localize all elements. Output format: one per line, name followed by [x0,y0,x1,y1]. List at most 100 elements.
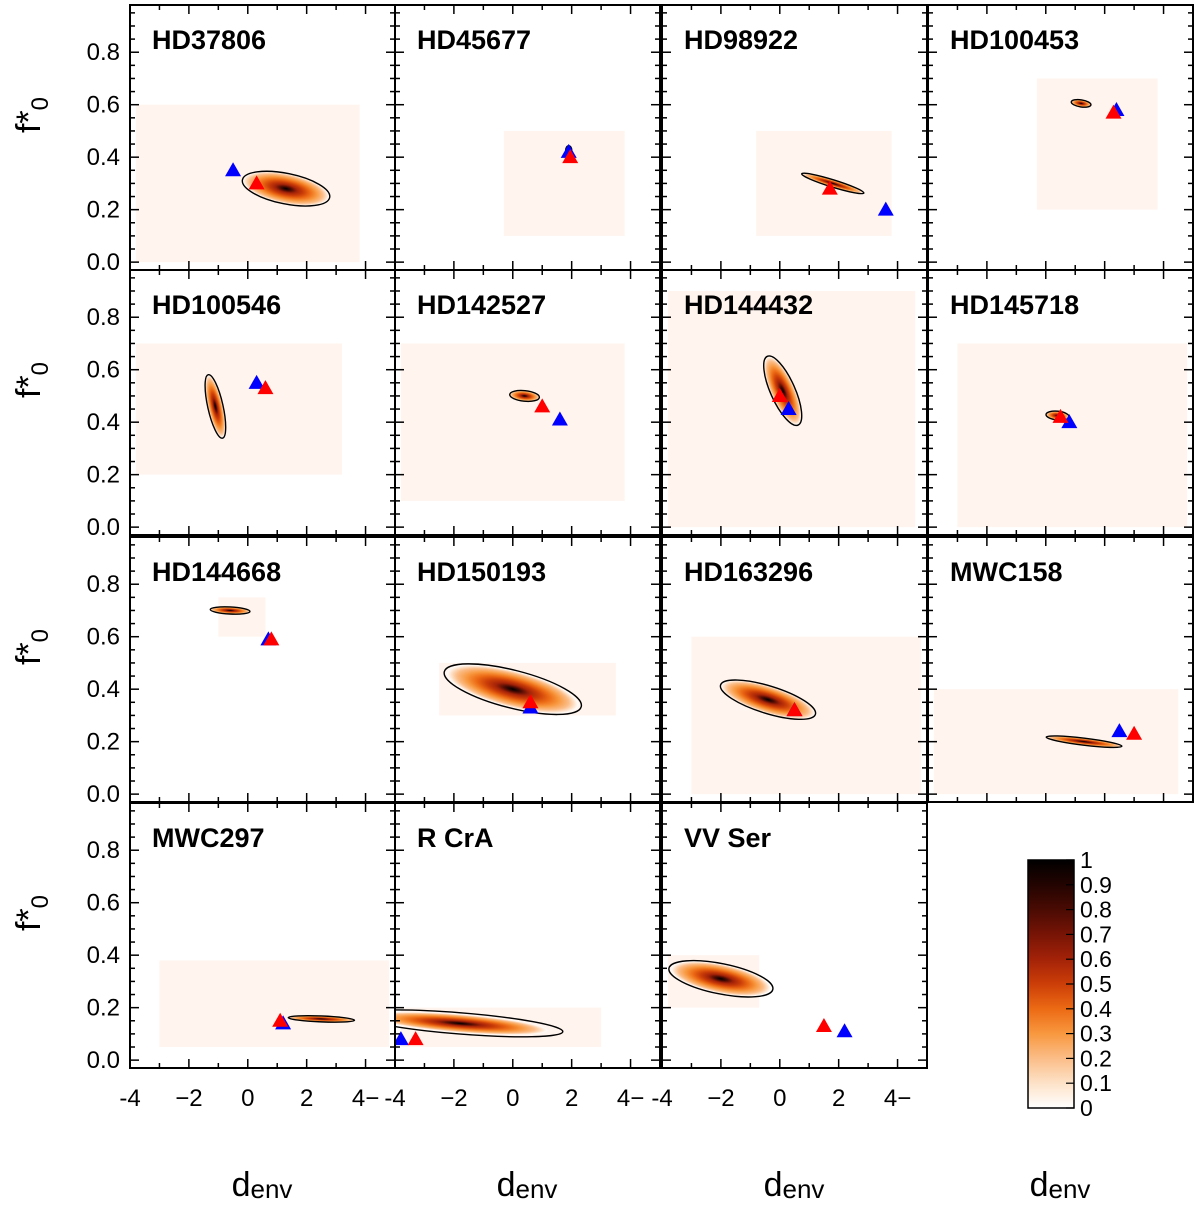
x-tick-label: 0 [506,1085,519,1112]
confidence-contour [209,606,251,615]
x-tick-label: −2 [440,1085,467,1112]
y-tick-label: 0.0 [87,1047,120,1074]
x-axis-title: denv [497,1166,558,1204]
panel-vv-ser: VV Ser -4 −2 0 2 4− [651,802,928,1112]
grid-background [159,960,390,1048]
panel-mwc297: MWC297 0.0 0.2 0.4 0.6 0.8 f*0 -4 −2 0 2 4− [10,802,396,1112]
y-tick-label: 0.2 [87,462,120,489]
blue-triangle-marker [551,411,568,426]
colorbar-tick-label: 0.7 [1080,921,1112,947]
y-axis-title: f*0 [10,629,54,665]
grid-background [218,597,266,637]
red-triangle-marker [786,702,803,717]
confidence-contour [1070,98,1092,108]
panel-frame [927,269,1194,536]
blue-triangle-marker [1061,414,1078,429]
y-tick-label: 0.8 [87,837,120,864]
colorbar: 00.10.20.30.40.50.60.70.80.91 [1027,847,1112,1121]
y-tick-label: 0.6 [87,92,120,119]
blue-triangle-marker [395,1031,409,1046]
red-triangle-marker [534,398,551,413]
grid-background [1036,78,1158,210]
confidence-contour [443,663,583,716]
colorbar-tick-label: 0.1 [1080,1070,1112,1096]
colorbar-tick-label: 0.2 [1080,1045,1112,1071]
panel-hd37806: HD37806 0.0 0.2 0.4 0.6 0.8 f*0 [10,4,396,276]
red-triangle-marker [248,175,265,190]
blue-triangle-marker [877,201,894,216]
red-triangle-marker [1126,725,1143,740]
panel-label: HD144668 [152,557,281,587]
red-triangle-marker [257,380,274,395]
panel-label: HD150193 [417,557,546,587]
x-tick-label: 2 [300,1085,313,1112]
colorbar-tick-label: 0.6 [1080,946,1112,972]
y-tick-label: 0.4 [87,409,120,436]
grid-background [957,343,1188,528]
colorbar-tick-label: 0 [1080,1095,1093,1121]
panel-hd163296: HD163296 [661,536,928,803]
panel-label: R CrA [417,823,494,853]
blue-triangle-marker [836,1023,853,1038]
y-tick-label: 0.8 [87,39,120,66]
x-tick-label: -4 [119,1085,140,1112]
red-triangle-marker [1105,104,1122,119]
confidence-contour [241,170,331,207]
blue-triangle-marker [225,162,242,177]
panel-label: HD45677 [417,25,531,55]
confidence-contour [668,959,774,998]
x-axis-title: denv [232,1166,293,1204]
red-triangle-marker [562,149,579,164]
red-triangle-marker [272,1012,289,1027]
panel-label: HD145718 [950,290,1079,320]
y-tick-label: 0.0 [87,781,120,808]
y-tick-label: 0.6 [87,890,120,917]
x-tick-label: 0 [773,1085,786,1112]
panel-frame [394,802,661,1069]
colorbar-tick-label: 0.8 [1080,897,1112,923]
y-tick-label: 0.0 [87,514,120,541]
panel-label: HD98922 [684,25,798,55]
grid-background [933,689,1179,795]
colorbar-tick-label: 0.5 [1080,971,1112,997]
y-tick-label: 0.2 [87,995,120,1022]
panel-hd98922: HD98922 [661,4,928,271]
red-triangle-marker [771,387,788,402]
panel-label: HD142527 [417,290,546,320]
y-tick-label: 0.8 [87,304,120,331]
y-tick-label: 0.4 [87,676,120,703]
confidence-contour [719,679,817,721]
panel-hd45677: HD45677 [394,4,661,271]
x-tick-label: 4− [617,1085,644,1112]
red-triangle-marker [263,631,280,646]
panel-frame [927,536,1194,803]
probability-density [671,961,771,997]
panel-hd144668: HD144668 0.0 0.2 0.4 0.6 0.8 f*0 [10,536,396,808]
red-triangle-marker [815,1018,832,1033]
confidence-contour [395,1009,564,1038]
panel-label: VV Ser [684,823,772,853]
y-tick-label: 0.2 [87,197,120,224]
panel-mwc158: MWC158 [927,536,1194,803]
panel-hd150193: HD150193 [394,536,661,803]
y-tick-label: 0.4 [87,942,120,969]
panel-hd142527: HD142527 [394,269,661,536]
y-tick-label: 0.8 [87,571,120,598]
grid-background [400,343,625,501]
y-tick-label: 0.2 [87,729,120,756]
x-tick-label: −2 [175,1085,202,1112]
probability-density [802,173,864,194]
panel-hd100546: HD100546 0.0 0.2 0.4 0.6 0.8 f*0 [10,269,396,541]
y-axis-title: f*0 [10,895,54,931]
red-triangle-marker [1052,408,1069,423]
y-tick-label: 0.6 [87,624,120,651]
red-triangle-marker [522,694,539,709]
x-tick-label: 4− [352,1085,379,1112]
blue-triangle-marker [780,401,797,416]
panel-label: HD100546 [152,290,281,320]
confidence-contour [509,389,541,403]
confidence-contour [763,355,803,427]
panel-label: HD163296 [684,557,813,587]
probability-density [447,664,579,714]
